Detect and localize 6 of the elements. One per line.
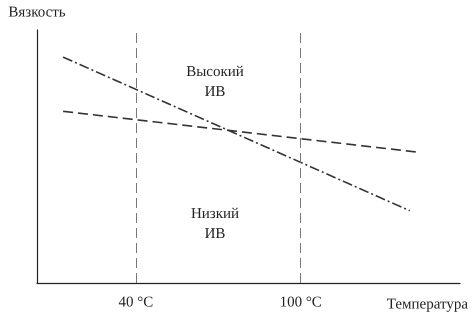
y-axis-title: Вязкость <box>8 4 66 20</box>
annotation: Высокий ИВ <box>186 64 244 100</box>
x-tick-label: 40 °C <box>118 294 154 310</box>
x-tick-label: 100 °C <box>280 294 322 310</box>
annotation: Низкий ИВ <box>190 206 240 242</box>
x-axis-title: Температура <box>386 296 468 312</box>
